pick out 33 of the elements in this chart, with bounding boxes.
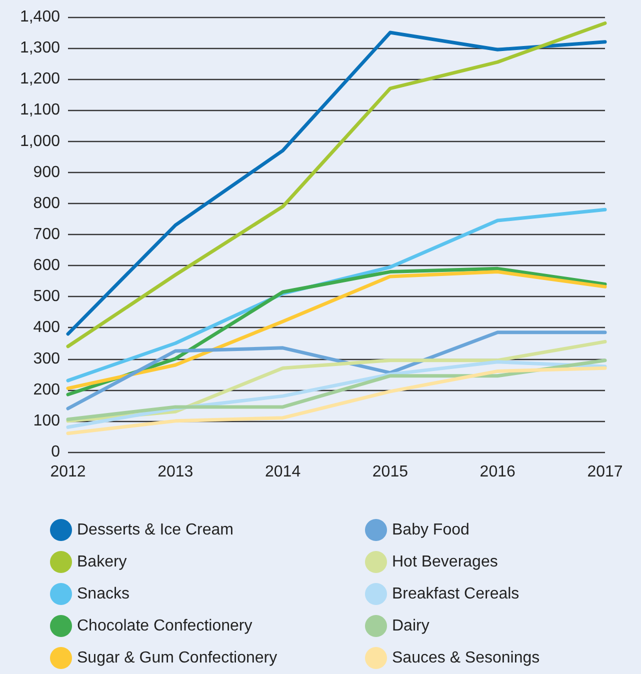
y-tick-label: 300 (33, 350, 60, 368)
y-tick-label: 1,400 (20, 8, 60, 26)
y-tick-label: 900 (33, 164, 60, 181)
legend-label: Sugar & Gum Confectionery (77, 650, 278, 666)
y-tick-label: 1,100 (20, 102, 60, 119)
y-tick-label: 1,300 (20, 40, 60, 57)
legend-label: Bakery (77, 554, 127, 570)
y-tick-label: 800 (33, 194, 60, 212)
y-tick-label: 200 (33, 381, 60, 398)
line-series (66, 330, 607, 410)
legend-label: Sauces & Sesonings (392, 650, 540, 666)
legend-label: Breakfast Cereals (392, 586, 520, 602)
legend-label: Desserts & Ice Cream (77, 522, 234, 538)
y-tick-label: 1,200 (20, 70, 60, 88)
x-tick-label: 2014 (265, 464, 301, 480)
y-tick-label: 0 (51, 444, 60, 460)
x-tick-label: 2015 (372, 464, 408, 480)
y-tick-label: 500 (33, 288, 60, 306)
y-tick-label: 400 (33, 319, 60, 336)
legend-label: Snacks (77, 586, 130, 602)
y-tick-label: 1,000 (20, 132, 60, 150)
x-tick-label: 2017 (587, 464, 623, 480)
x-tick-label: 2013 (158, 464, 194, 480)
legend-label: Baby Food (392, 522, 470, 538)
line-series (66, 366, 607, 436)
x-tick-label: 2012 (50, 464, 86, 480)
y-tick-label: 700 (33, 226, 60, 243)
legend-label: Hot Beverages (392, 554, 498, 570)
x-tick-label: 2016 (480, 464, 516, 480)
y-tick-label: 100 (33, 412, 60, 430)
legend-label: Dairy (392, 618, 430, 634)
y-tick-label: 600 (33, 257, 60, 274)
legend-label: Chocolate Confectionery (77, 618, 252, 634)
